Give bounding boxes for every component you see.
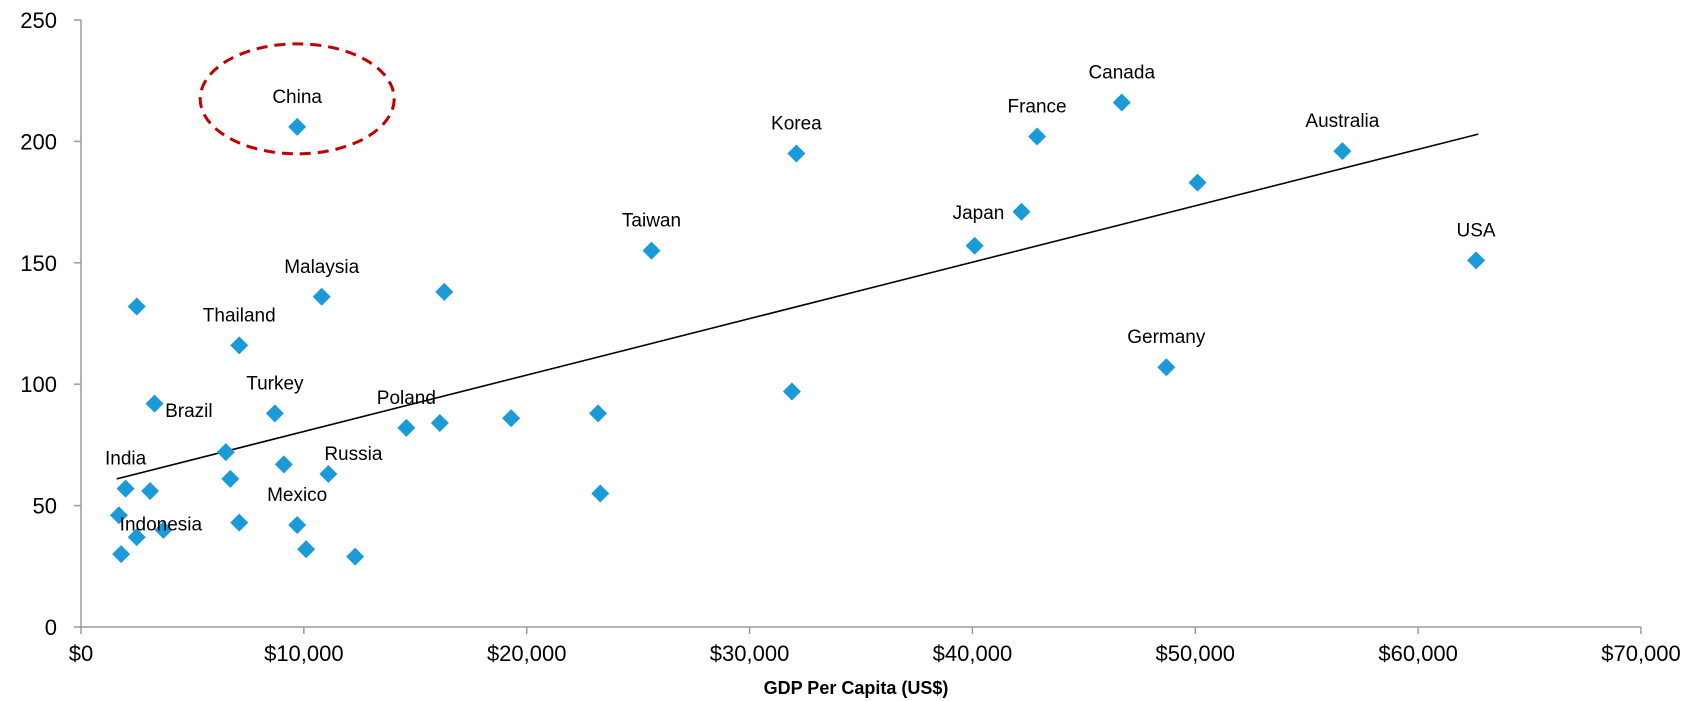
point-label: France [1007, 97, 1066, 118]
x-axis-title: GDP Per Capita (US$) [764, 678, 949, 698]
point-label: Turkey [246, 373, 304, 394]
data-point [230, 513, 249, 532]
point-label: Brazil [165, 401, 213, 422]
data-point [288, 117, 307, 136]
point-label: Taiwan [622, 211, 681, 232]
point-label: Poland [377, 388, 436, 409]
data-point [591, 484, 610, 503]
data-point [1028, 127, 1047, 146]
data-point [288, 516, 307, 535]
data-points [109, 93, 1486, 566]
point-label: Indonesia [120, 514, 203, 535]
data-point [782, 382, 801, 401]
data-point [216, 443, 235, 462]
data-point [430, 414, 449, 433]
y-tick-label: 50 [33, 494, 57, 519]
data-point [112, 545, 131, 564]
data-point [1467, 251, 1486, 270]
data-point [319, 465, 338, 484]
data-point [1157, 358, 1176, 377]
data-point [116, 479, 135, 498]
point-labels: China Korea France Canada Australia Japan Taiw… [105, 63, 1496, 536]
data-point [1112, 93, 1131, 112]
point-label: China [272, 87, 322, 108]
point-label: Korea [771, 114, 822, 135]
x-tick-label: $30,000 [710, 641, 790, 666]
y-axis-ticks: 0 50 100 150 200 250 [20, 8, 81, 640]
y-tick-label: 150 [20, 251, 57, 276]
y-tick-label: 250 [20, 8, 57, 33]
x-tick-label: $50,000 [1156, 641, 1236, 666]
point-label: Japan [953, 203, 1005, 224]
data-point [297, 540, 316, 559]
data-point [397, 418, 416, 437]
x-axis-ticks: $0 $10,000 $20,000 $30,000 $40,000 $50,000 $60… [69, 627, 1681, 666]
x-tick-label: $0 [69, 641, 93, 666]
data-point [346, 547, 365, 566]
data-point [502, 409, 521, 428]
data-point [642, 241, 661, 260]
data-point [274, 455, 293, 474]
point-label: India [105, 449, 147, 470]
data-point [127, 528, 146, 547]
point-label: Mexico [267, 485, 327, 506]
data-point [141, 482, 160, 501]
data-point [589, 404, 608, 423]
point-label: Germany [1127, 327, 1206, 348]
data-point [154, 520, 173, 539]
point-label: Canada [1088, 63, 1155, 84]
data-point [787, 144, 806, 163]
y-tick-label: 0 [45, 615, 57, 640]
data-point [109, 506, 128, 525]
data-point [965, 236, 984, 255]
x-tick-label: $60,000 [1378, 641, 1458, 666]
y-tick-label: 100 [20, 372, 57, 397]
highlight-ellipse [198, 42, 396, 156]
point-label: Malaysia [284, 257, 359, 278]
x-tick-label: $20,000 [487, 641, 567, 666]
trendline [116, 133, 1479, 480]
data-point [265, 404, 284, 423]
data-point [435, 282, 454, 301]
data-point [1012, 202, 1031, 221]
x-tick-label: $40,000 [933, 641, 1013, 666]
data-point [221, 469, 240, 488]
data-point [127, 297, 146, 316]
data-point [1188, 173, 1207, 192]
point-label: Russia [324, 444, 383, 465]
data-point [145, 394, 164, 413]
point-label: Australia [1305, 111, 1379, 132]
data-point [312, 287, 331, 306]
data-point [230, 336, 249, 355]
x-tick-label: $70,000 [1601, 641, 1681, 666]
axes [80, 20, 1641, 628]
point-label: Thailand [203, 305, 276, 326]
x-tick-label: $10,000 [264, 641, 344, 666]
point-label: USA [1457, 220, 1496, 241]
y-tick-label: 200 [20, 129, 57, 154]
data-point [1333, 142, 1352, 161]
